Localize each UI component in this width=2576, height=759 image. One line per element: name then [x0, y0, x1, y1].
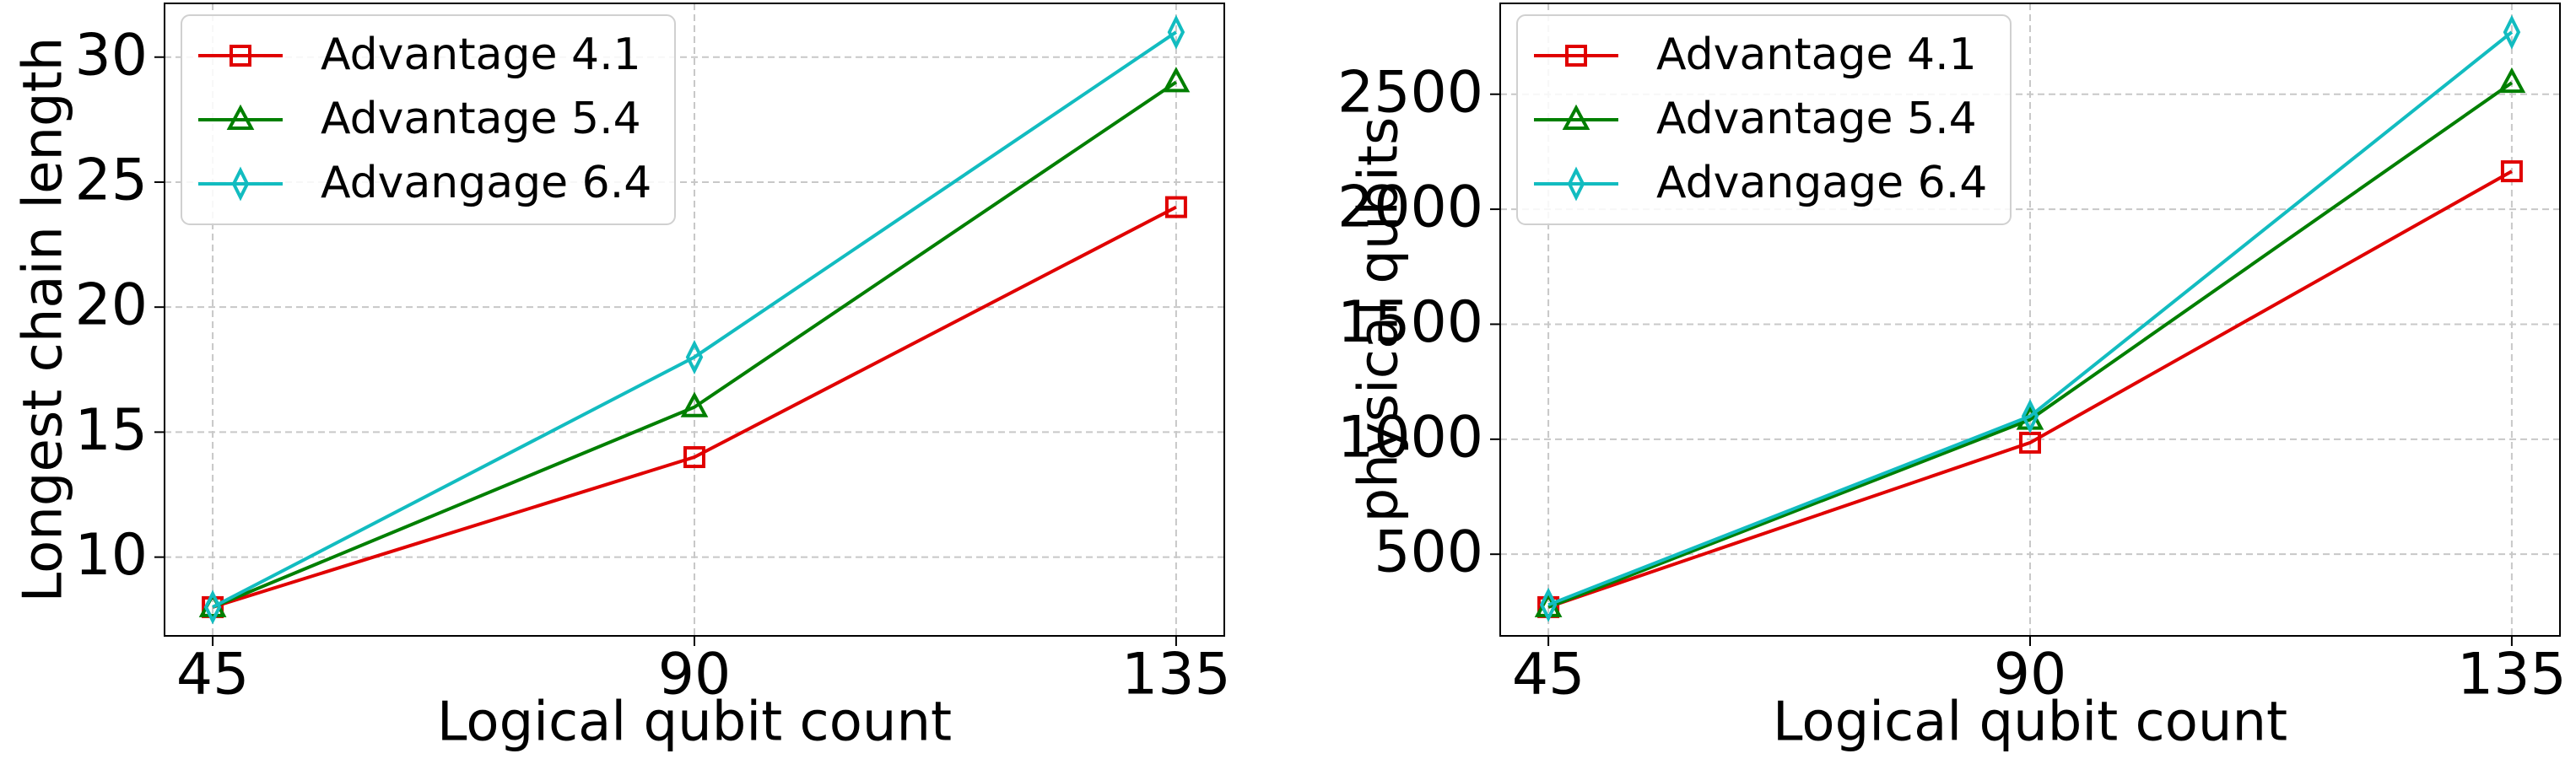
- x-tick-label: 45: [1512, 642, 1585, 708]
- marker: [680, 391, 709, 417]
- y-tick-label: 1000: [1337, 404, 1483, 471]
- marker: [685, 339, 704, 374]
- legend-marker: [1565, 45, 1587, 67]
- legend-label: Advantage 5.4: [1656, 94, 1977, 144]
- x-tick-label: 45: [176, 642, 250, 708]
- axes-frame: [164, 3, 1225, 637]
- legend-marker: [230, 45, 251, 67]
- legend-marker: [1562, 104, 1590, 130]
- y-tick-label: 15: [74, 397, 148, 464]
- legend-marker: [1567, 166, 1585, 202]
- y-axis-label: Longest chain length: [13, 37, 75, 603]
- legend-box: [181, 14, 676, 225]
- x-tick-label: 135: [1121, 642, 1231, 708]
- y-tick-label: 1500: [1337, 289, 1483, 356]
- series-line: [1547, 30, 2514, 607]
- series-line: [1547, 170, 2513, 609]
- marker: [2503, 14, 2521, 50]
- marker: [1539, 587, 1558, 622]
- series-line: [1547, 81, 2514, 609]
- marker: [203, 589, 222, 625]
- y-tick-label: 10: [74, 522, 148, 589]
- x-axis-label: Logical qubit count: [1773, 692, 2287, 754]
- marker: [2021, 399, 2039, 434]
- x-tick-label: 135: [2457, 642, 2567, 708]
- legend-label: Advantage 4.1: [1656, 30, 1977, 80]
- x-tick-label: 90: [658, 642, 732, 708]
- marker: [2500, 160, 2523, 183]
- legend-label: Advantage 5.4: [321, 94, 641, 144]
- series-line: [212, 205, 1177, 609]
- marker: [1167, 14, 1185, 50]
- legend-box: [1516, 14, 2012, 225]
- legend-label: Advantage 4.1: [321, 30, 641, 80]
- y-tick-label: 25: [74, 148, 148, 214]
- x-tick-label: 90: [1994, 642, 2067, 708]
- x-axis-label: Logical qubit count: [437, 692, 952, 754]
- series-line: [212, 30, 1178, 609]
- y-tick-label: 30: [74, 22, 148, 89]
- legend-marker: [226, 104, 255, 130]
- marker: [683, 446, 705, 469]
- legend-marker: [231, 166, 250, 202]
- y-tick-label: 500: [1374, 519, 1483, 586]
- axes-frame: [1499, 3, 2561, 637]
- y-tick-label: 2000: [1337, 175, 1483, 241]
- y-tick-label: 2500: [1337, 59, 1483, 126]
- marker: [2498, 67, 2526, 94]
- series-line: [212, 80, 1178, 609]
- y-axis-label: physical qubits: [1348, 117, 1411, 523]
- legend-label: Advangage 6.4: [321, 158, 651, 208]
- legend-label: Advangage 6.4: [1656, 158, 1987, 208]
- y-tick-label: 20: [74, 272, 148, 339]
- marker: [1162, 67, 1191, 93]
- marker: [1164, 196, 1187, 218]
